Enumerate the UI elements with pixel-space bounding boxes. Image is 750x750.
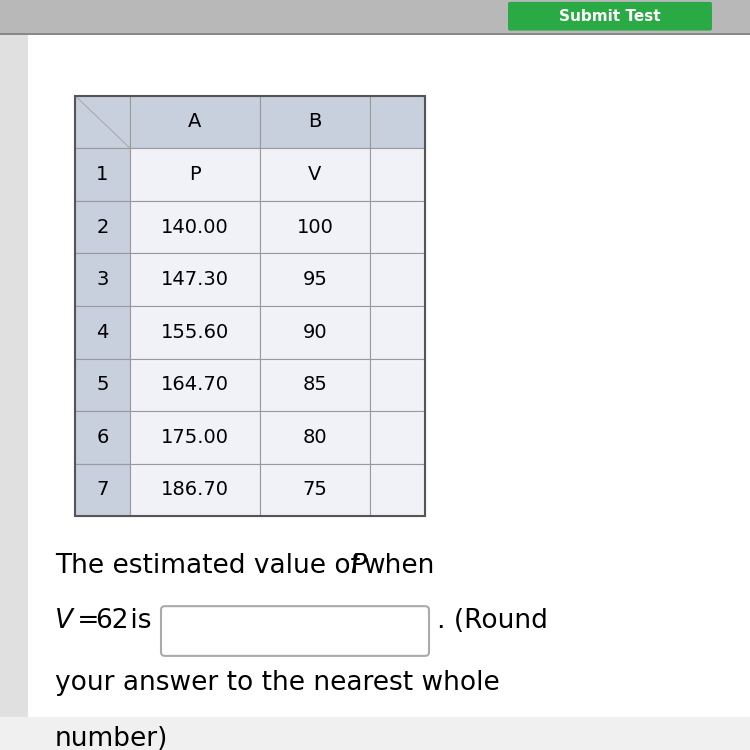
Text: 164.70: 164.70 xyxy=(161,375,229,394)
Bar xyxy=(130,464,260,516)
Bar xyxy=(130,358,260,411)
Bar xyxy=(0,0,750,34)
Text: 3: 3 xyxy=(96,270,109,290)
Text: number): number) xyxy=(55,726,168,750)
Text: 7: 7 xyxy=(96,481,109,500)
Text: when: when xyxy=(364,553,435,578)
Text: 1: 1 xyxy=(96,165,109,184)
FancyBboxPatch shape xyxy=(161,606,429,656)
Text: 95: 95 xyxy=(302,270,328,290)
Text: 4: 4 xyxy=(96,322,109,342)
Bar xyxy=(260,464,370,516)
Text: 100: 100 xyxy=(296,217,334,236)
Text: 175.00: 175.00 xyxy=(161,428,229,447)
Bar xyxy=(0,35,28,717)
Text: 140.00: 140.00 xyxy=(161,217,229,236)
Bar xyxy=(75,411,130,464)
Text: 62: 62 xyxy=(95,608,128,634)
Bar xyxy=(75,201,130,254)
Bar xyxy=(130,306,260,358)
Bar xyxy=(75,95,130,148)
Bar xyxy=(75,254,130,306)
Bar xyxy=(75,95,425,516)
Text: P: P xyxy=(189,165,201,184)
Text: 147.30: 147.30 xyxy=(161,270,229,290)
Text: B: B xyxy=(308,112,322,131)
Bar xyxy=(260,306,370,358)
Bar xyxy=(370,306,425,358)
Bar xyxy=(75,306,130,358)
Text: 2: 2 xyxy=(96,217,109,236)
Bar xyxy=(130,254,260,306)
Bar xyxy=(370,201,425,254)
Text: 5: 5 xyxy=(96,375,109,394)
Bar xyxy=(130,411,260,464)
Text: V: V xyxy=(308,165,322,184)
Bar xyxy=(370,358,425,411)
Text: =: = xyxy=(69,608,108,634)
Bar xyxy=(260,148,370,201)
Text: 75: 75 xyxy=(302,481,328,500)
Bar xyxy=(75,464,130,516)
Bar xyxy=(260,254,370,306)
Bar xyxy=(260,358,370,411)
Bar xyxy=(130,201,260,254)
Bar xyxy=(370,411,425,464)
Bar xyxy=(75,148,130,201)
Bar xyxy=(260,201,370,254)
Bar xyxy=(370,148,425,201)
Bar xyxy=(75,358,130,411)
Text: The estimated value of: The estimated value of xyxy=(55,553,368,578)
Text: P: P xyxy=(350,553,366,578)
Bar xyxy=(130,148,260,201)
FancyBboxPatch shape xyxy=(508,2,712,31)
Text: 90: 90 xyxy=(303,322,327,342)
Bar xyxy=(370,254,425,306)
Text: A: A xyxy=(188,112,202,131)
Text: is: is xyxy=(122,608,152,634)
Text: your answer to the nearest whole: your answer to the nearest whole xyxy=(55,670,500,696)
Text: V: V xyxy=(55,608,73,634)
Bar xyxy=(0,34,750,35)
Text: . (Round: . (Round xyxy=(437,608,548,634)
Text: 80: 80 xyxy=(303,428,327,447)
Bar xyxy=(260,411,370,464)
Bar xyxy=(370,464,425,516)
Text: 6: 6 xyxy=(96,428,109,447)
Bar xyxy=(260,95,370,148)
Text: 155.60: 155.60 xyxy=(160,322,230,342)
Bar xyxy=(370,95,425,148)
Text: Submit Test: Submit Test xyxy=(560,9,661,24)
Text: 85: 85 xyxy=(302,375,328,394)
Bar xyxy=(130,95,260,148)
Text: 186.70: 186.70 xyxy=(161,481,229,500)
